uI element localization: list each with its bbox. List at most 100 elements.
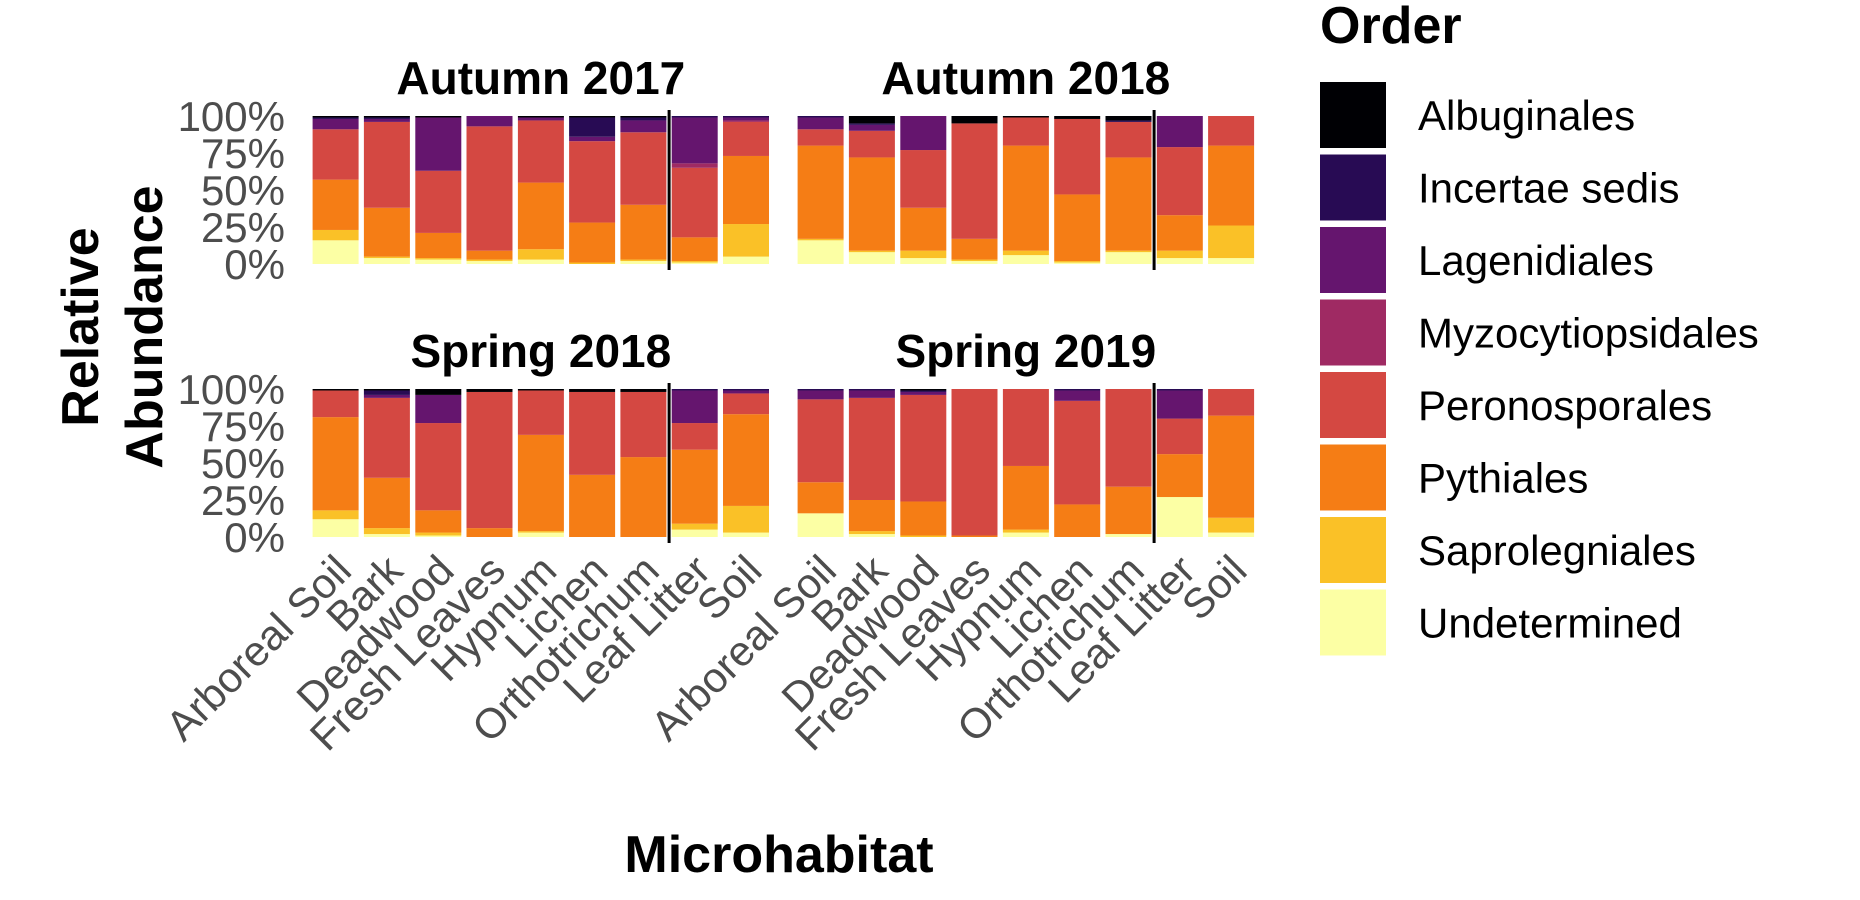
bar-segment-saprolegniales xyxy=(569,262,616,264)
bar-segment-albuginales xyxy=(1002,116,1049,118)
bar-segment-saprolegniales xyxy=(1054,261,1101,263)
bar-segment-peronosporales xyxy=(620,391,667,458)
bar-segment-albuginales xyxy=(312,389,359,391)
legend-title: Order xyxy=(1320,0,1462,55)
y-axis-title-line-2: Abundance xyxy=(116,185,174,468)
bar-segment-peronosporales xyxy=(312,390,359,418)
panel-title: Autumn 2017 xyxy=(396,52,685,104)
bar-soil xyxy=(1208,116,1255,264)
bar-segment-undetermined xyxy=(1002,255,1049,264)
bar-segment-saprolegniales xyxy=(415,532,462,536)
bar-segment-albuginales xyxy=(415,116,462,118)
bar-segment-pythiales xyxy=(1002,465,1049,530)
bar-segment-pythiales xyxy=(569,222,616,263)
bar-segment-incertae-sedis xyxy=(797,116,844,118)
bar-fresh-leaves xyxy=(466,389,513,537)
bar-segment-pythiales xyxy=(1105,157,1152,251)
bar-segment-peronosporales xyxy=(723,393,769,415)
bar-segment-pythiales xyxy=(900,207,947,251)
y-tick-label: 0% xyxy=(224,514,285,561)
bar-segment-saprolegniales xyxy=(671,261,718,263)
legend-item-incertae-sedis: Incertae sedis xyxy=(1320,154,1679,221)
y-tick-label: 100% xyxy=(178,366,285,413)
bar-hypnum xyxy=(1002,116,1049,264)
legend-label: Myzocytiopsidales xyxy=(1418,310,1759,357)
bar-segment-saprolegniales xyxy=(848,531,895,535)
bar-bark xyxy=(848,389,895,537)
bar-segment-myzocytiopsidales xyxy=(671,163,718,168)
legend-item-pythiales: Pythiales xyxy=(1320,444,1588,511)
bar-segment-peronosporales xyxy=(1054,400,1101,505)
bar-segment-pythiales xyxy=(671,237,718,262)
bar-segment-peronosporales xyxy=(671,423,718,450)
y-tick-label: 50% xyxy=(201,440,285,487)
bar-segment-pythiales xyxy=(620,457,667,537)
bar-segment-lagenidiales xyxy=(1156,116,1203,148)
bar-segment-lagenidiales xyxy=(415,394,462,424)
bar-segment-peronosporales xyxy=(1156,147,1203,216)
x-tick-label: Soil xyxy=(1173,546,1256,629)
bar-segment-pythiales xyxy=(312,179,359,230)
y-tick-label: 75% xyxy=(201,130,285,177)
bar-segment-pythiales xyxy=(363,207,410,257)
bar-segment-saprolegniales xyxy=(848,250,895,253)
panel-title: Autumn 2018 xyxy=(881,52,1170,104)
bar-segment-undetermined xyxy=(671,262,718,264)
bar-soil xyxy=(1208,389,1255,537)
bar-segment-lagenidiales xyxy=(900,116,947,151)
bar-segment-lagenidiales xyxy=(312,118,359,130)
bar-orthotrichum xyxy=(620,116,667,264)
bar-segment-pythiales xyxy=(723,414,769,506)
bar-segment-incertae-sedis xyxy=(723,116,769,118)
bar-segment-undetermined xyxy=(951,261,998,264)
bar-segment-lagenidiales xyxy=(620,120,667,133)
bar-segment-pythiales xyxy=(848,500,895,532)
bar-segment-pythiales xyxy=(1156,454,1203,498)
bar-segment-saprolegniales xyxy=(312,229,359,241)
bar-segment-pythiales xyxy=(1208,145,1255,226)
bar-segment-pythiales xyxy=(517,434,564,532)
panel-title: Spring 2018 xyxy=(410,325,671,377)
legend-item-undetermined: Undetermined xyxy=(1320,589,1682,656)
bar-segment-myzocytiopsidales xyxy=(723,120,769,122)
bar-leaf-litter xyxy=(1156,116,1203,264)
bar-arboreal-soil xyxy=(312,116,359,264)
bar-hypnum xyxy=(1002,389,1049,537)
bar-segment-lagenidiales xyxy=(797,390,844,400)
bar-segment-albuginales xyxy=(517,389,564,391)
bar-segment-peronosporales xyxy=(466,391,513,529)
bar-segment-saprolegniales xyxy=(900,250,947,259)
bar-segment-albuginales xyxy=(363,116,410,118)
bar-segment-undetermined xyxy=(1002,532,1049,537)
bar-segment-peronosporales xyxy=(517,120,564,183)
legend-swatch xyxy=(1320,227,1386,293)
y-tick-label: 25% xyxy=(201,477,285,524)
bar-segment-lagenidiales xyxy=(1054,390,1101,401)
legend-swatch xyxy=(1320,154,1386,221)
bar-segment-lagenidiales xyxy=(848,124,895,131)
bar-segment-peronosporales xyxy=(569,391,616,475)
bar-segment-lagenidiales xyxy=(797,117,844,130)
bar-deadwood xyxy=(900,116,947,264)
bar-segment-lagenidiales xyxy=(569,136,616,142)
bar-segment-undetermined xyxy=(900,258,947,264)
legend-item-myzocytiopsidales: Myzocytiopsidales xyxy=(1320,299,1759,366)
bar-segment-pythiales xyxy=(1002,145,1049,251)
bar-arboreal-soil xyxy=(797,389,844,537)
bar-segment-albuginales xyxy=(900,389,947,391)
bar-segment-lagenidiales xyxy=(415,117,462,171)
bar-soil xyxy=(723,389,769,537)
bar-segment-incertae-sedis xyxy=(363,390,410,395)
bar-segment-pythiales xyxy=(1054,504,1101,537)
bar-bark xyxy=(363,116,410,264)
legend-swatch xyxy=(1320,299,1386,366)
bar-segment-undetermined xyxy=(1208,258,1255,264)
bar-segment-albuginales xyxy=(1105,116,1152,121)
panel-autumn-2018: Autumn 2018 xyxy=(797,52,1255,270)
bar-segment-pythiales xyxy=(1156,215,1203,251)
bar-segment-peronosporales xyxy=(951,389,998,536)
bar-segment-incertae-sedis xyxy=(1054,389,1101,391)
legend-label: Peronosporales xyxy=(1418,382,1712,429)
bar-segment-peronosporales xyxy=(797,129,844,146)
bar-segment-pythiales xyxy=(415,232,462,259)
